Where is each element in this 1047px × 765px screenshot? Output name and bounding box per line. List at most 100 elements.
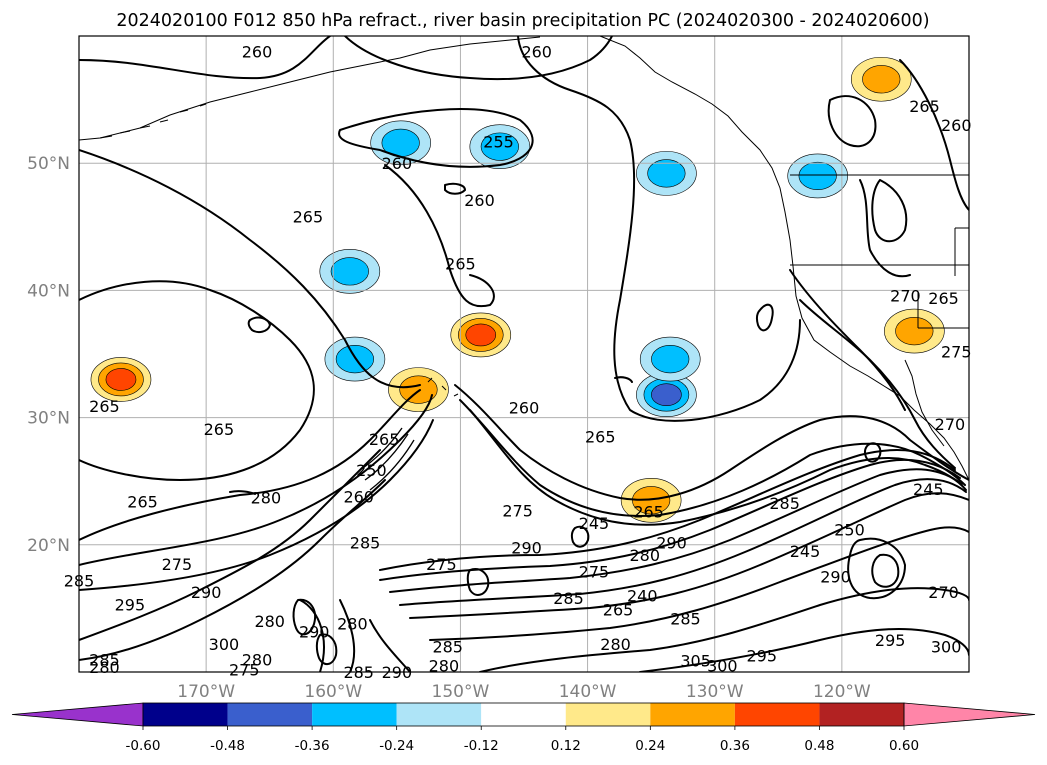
contour-line <box>859 179 911 278</box>
contour-line <box>847 537 906 600</box>
contour-label: 275 <box>229 660 260 679</box>
colorbar-segment <box>819 703 904 726</box>
contour-line <box>247 316 271 334</box>
colorbar-extend-low <box>11 702 144 727</box>
colorbar-tick-label: 0.60 <box>889 738 919 754</box>
lat-tick-label: 40°N <box>27 281 70 301</box>
contour-line <box>389 468 963 593</box>
contour-label: 265 <box>928 289 959 308</box>
contour-label: 245 <box>913 480 944 499</box>
contour-line <box>863 442 882 463</box>
colorbar-tick-label: 0.36 <box>720 738 750 754</box>
lat-lon-grid <box>79 36 969 672</box>
contour-line <box>79 394 433 566</box>
contour-line <box>871 179 908 243</box>
contour-label: 275 <box>426 555 457 574</box>
contour-label: 265 <box>633 503 664 522</box>
map-area <box>79 36 969 672</box>
contour-label: 290 <box>382 663 413 682</box>
contour-label: 260 <box>521 42 552 61</box>
contour-label: 300 <box>707 657 738 676</box>
precip-anomaly-region <box>798 161 837 191</box>
contour-label: 290 <box>511 538 542 557</box>
latitude-axis: 20°N 30°N 40°N 50°N <box>27 154 70 556</box>
contour-line <box>570 525 590 548</box>
contour-line <box>799 299 956 469</box>
colorbar-extend-high <box>903 702 1036 727</box>
colorbar-segment <box>396 703 482 726</box>
colorbar-tick-label: -0.24 <box>379 738 414 754</box>
colorbar-tick-label: -0.36 <box>295 738 330 754</box>
contour-line <box>469 409 967 526</box>
contour-label: 250 <box>356 461 387 480</box>
contour-line <box>379 449 956 571</box>
contour-line <box>79 449 381 641</box>
contour-label: 255 <box>483 133 514 152</box>
contour-line <box>789 269 906 411</box>
contour-line <box>79 36 331 80</box>
contour-line <box>79 479 386 661</box>
contour-line <box>229 490 256 495</box>
contour-label: 250 <box>834 521 865 540</box>
lat-tick-label: 50°N <box>27 154 70 174</box>
contour-label: 285 <box>350 533 381 552</box>
contour-label: 280 <box>337 615 368 634</box>
contour-line <box>339 599 356 672</box>
colorbar: -0.60 -0.48 -0.36 -0.24 -0.12 0.12 0.24 0.36 0.4… <box>11 702 1036 754</box>
refractivity-contours <box>79 36 969 672</box>
mexico-us-border <box>917 292 969 329</box>
lon-tick-label: 150°W <box>432 682 490 702</box>
contour-label: 295 <box>875 631 906 650</box>
baja-california-coastline <box>904 359 945 447</box>
contour-label: 300 <box>931 638 962 657</box>
contour-line <box>315 633 338 665</box>
contour-line <box>479 587 969 672</box>
lat-tick-label: 20°N <box>27 536 70 556</box>
lon-tick-label: 160°W <box>304 682 362 702</box>
contour-label: 275 <box>941 342 972 361</box>
contour-label: 285 <box>670 610 701 629</box>
precip-anomaly-region <box>651 344 690 374</box>
contour-label: 260 <box>343 487 374 506</box>
map-frame <box>78 35 970 673</box>
colorbar-tick-label: 0.12 <box>551 738 581 754</box>
contour-label: 280 <box>242 650 273 669</box>
borders <box>790 174 969 329</box>
precip-anomaly-region <box>399 375 438 404</box>
colorbar-tick-label: 0.48 <box>804 738 834 754</box>
contour-label: 285 <box>89 650 120 669</box>
colorbar-frame <box>142 702 905 727</box>
contour-line <box>614 376 633 383</box>
lon-tick-label: 170°W <box>177 682 235 702</box>
contour-line <box>466 568 490 596</box>
contour-label: 290 <box>820 568 851 587</box>
contour-label: 260 <box>941 116 972 135</box>
precip-anomaly-region <box>862 65 901 94</box>
contour-label: 285 <box>432 638 463 657</box>
precip-anomaly-region <box>330 257 369 286</box>
contour-label: 285 <box>553 589 584 608</box>
hawaiian-islands <box>427 377 459 397</box>
contour-label: 290 <box>299 622 330 641</box>
longitude-axis: 170°W 160°W 150°W 140°W 130°W 120°W <box>177 682 871 702</box>
contour-label: 280 <box>429 657 460 676</box>
contour-line <box>292 598 316 636</box>
contour-label: 265 <box>127 493 158 512</box>
contour-label: 275 <box>579 563 610 582</box>
contour-label: 305 <box>680 652 711 671</box>
contour-label: 300 <box>209 635 240 654</box>
contour-label: 285 <box>769 494 800 513</box>
lon-tick-label: 140°W <box>559 682 617 702</box>
contour-label: 260 <box>464 191 495 210</box>
contour-label: 280 <box>630 546 661 565</box>
contour-line <box>344 36 613 81</box>
contour-label: 245 <box>790 542 821 561</box>
contour-line <box>338 108 534 168</box>
precip-anomaly-region <box>105 368 137 391</box>
colorbar-tick-label: -0.12 <box>464 738 499 754</box>
precip-anomaly-region <box>480 132 519 161</box>
contour-label: 270 <box>928 583 959 602</box>
contour-line <box>369 439 415 491</box>
